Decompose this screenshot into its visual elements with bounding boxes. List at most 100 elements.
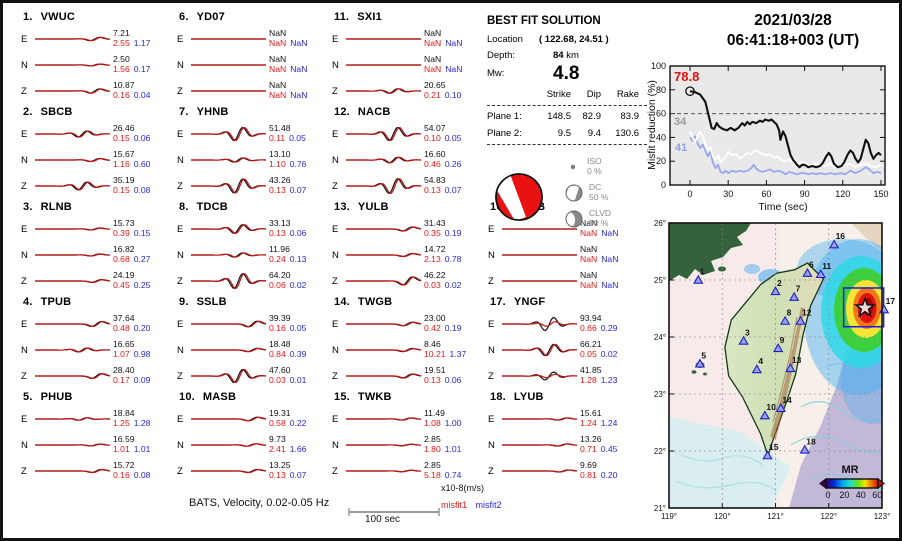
component-label: E [177, 129, 184, 140]
station-triangle-icon [815, 268, 826, 279]
component-values: NaN NaN NaN [580, 218, 618, 238]
misfit2-value: 0.17 [133, 64, 151, 74]
station-name: TWGB [357, 296, 393, 308]
misfit2-value: 1.17 [133, 38, 151, 48]
component-row: E 54.07 0.10 0.05 [328, 121, 482, 147]
waveform-trace [502, 317, 578, 332]
station-triangle-icon [693, 274, 704, 284]
svg-text:0: 0 [687, 189, 692, 199]
peak-amplitude: 24.19 [113, 270, 135, 280]
misfit1-value: 0.13 [269, 185, 286, 195]
waveform-trace [191, 90, 266, 92]
component-label: N [332, 250, 339, 261]
misfit2-value: 0.60 [133, 159, 151, 169]
misfit-values: 0.58 0.22 [269, 418, 306, 428]
misfit2-value: 0.29 [600, 323, 618, 333]
misfit1-value: 10.21 [424, 349, 446, 359]
misfit1-value: 2.55 [113, 38, 130, 48]
waveform-trace [35, 88, 111, 94]
component-label: N [488, 250, 495, 261]
waveform-trace [191, 224, 267, 234]
component-row: N 66.21 0.05 0.02 [484, 337, 638, 363]
peak-amplitude: 9.69 [580, 460, 597, 470]
component-row: E 51.48 0.11 0.05 [173, 121, 327, 147]
component-row: N 16.59 1.01 1.01 [17, 432, 171, 458]
misfit-values: 0.15 0.06 [113, 133, 150, 143]
component-label: N [21, 60, 28, 71]
station-number: 12. [334, 106, 350, 118]
waveform-trace [35, 468, 111, 474]
component-values: 2.85 1.80 1.01 [424, 434, 461, 454]
station-block: 12. NACB E 54.07 0.10 0.05 N 16.60 0.46 0.26 Z 54.8… [328, 106, 482, 201]
peak-amplitude: 54.07 [424, 123, 446, 133]
station-name: SBCB [40, 106, 73, 118]
misfit1-value: 0.17 [113, 375, 130, 385]
misfit1-value: 1.07 [113, 349, 130, 359]
station-block: 4. TPUB E 37.64 0.48 0.20 N 16.65 1.07 0.98 Z 28.40… [17, 296, 171, 391]
component-label: E [332, 319, 339, 330]
peak-amplitude: 7.21 [113, 28, 130, 38]
component-label: E [488, 414, 495, 425]
misfit2-value: 0.06 [289, 228, 307, 238]
location-value: ( 122.68, 24.51 ) [539, 34, 609, 45]
component-values: 2.85 5.18 0.74 [424, 460, 461, 480]
peak-amplitude: 43.26 [269, 175, 291, 185]
station-title: 10. MASB [173, 391, 327, 406]
misfit2-value: 0.25 [133, 280, 151, 290]
waveform-trace [191, 252, 267, 258]
peak-amplitude: NaN [269, 80, 287, 90]
component-row: Z 2.85 5.18 0.74 [328, 458, 482, 484]
misfit2-value: 1.24 [600, 418, 618, 428]
component-values: 9.73 2.41 1.66 [269, 434, 306, 454]
peak-amplitude: 18.48 [269, 339, 291, 349]
component-values: 35.19 0.15 0.08 [113, 175, 150, 195]
station-name: LYUB [513, 391, 544, 403]
misfit1-value: 2.41 [269, 444, 286, 454]
misfit2-value: 1.28 [133, 418, 151, 428]
component-label: Z [21, 181, 27, 192]
component-label: N [332, 440, 339, 451]
misfit1-value: 0.13 [269, 470, 286, 480]
waveform-trace [191, 178, 267, 194]
station-map-number: 11 [822, 261, 831, 271]
component-label: N [488, 440, 495, 451]
component-values: 13.26 0.71 0.45 [580, 434, 617, 454]
misfit2-value: 0.78 [444, 254, 462, 264]
misfit-values: 0.05 0.02 [580, 349, 617, 359]
misfit2-value: 1.23 [600, 375, 618, 385]
station-name: TPUB [40, 296, 72, 308]
station-title: 15. TWKB [328, 391, 482, 406]
station-title: 7. YHNB [173, 106, 327, 121]
peak-amplitude: 8.46 [424, 339, 441, 349]
waveform-trace [346, 127, 422, 142]
misfit-values: 0.21 0.10 [424, 90, 461, 100]
misfit2-value: 0.05 [289, 133, 306, 143]
misfit2-value: 0.19 [444, 228, 462, 238]
component-row: E 37.64 0.48 0.20 [17, 311, 171, 337]
component-label: Z [332, 276, 338, 287]
svg-text:23°: 23° [654, 390, 666, 399]
station-title: 6. YD07 [173, 11, 327, 26]
svg-text:Time (sec): Time (sec) [758, 201, 807, 213]
peak-amplitude: 16.60 [424, 149, 446, 159]
dashed-divider [487, 144, 647, 145]
station-name: TDCB [196, 201, 228, 213]
component-row: N NaN NaN NaN [173, 52, 327, 78]
station-block: 14. TWGB E 23.00 0.42 0.19 N 8.46 10.21 1.37 Z 19.5… [328, 296, 482, 391]
component-values: 19.51 0.13 0.06 [424, 365, 461, 385]
station-triangle-icon [759, 410, 770, 420]
station-name: SXI1 [357, 11, 382, 23]
misfit1-value: 0.13 [424, 185, 441, 195]
component-row: Z 64.20 0.06 0.02 [173, 268, 327, 294]
component-label: Z [488, 466, 494, 477]
component-values: 7.21 2.55 1.17 [113, 28, 150, 48]
component-row: Z NaN NaN NaN [173, 78, 327, 104]
peak-amplitude: 64.20 [269, 270, 291, 280]
peak-amplitude: NaN [269, 28, 287, 38]
station-triangle-icon [773, 343, 784, 353]
component-row: E 31.43 0.35 0.19 [328, 216, 482, 242]
component-label: Z [21, 371, 27, 382]
peak-amplitude: 26.46 [113, 123, 135, 133]
misfit-values: 1.10 0.76 [269, 159, 306, 169]
misfit2-value: 0.20 [133, 323, 151, 333]
